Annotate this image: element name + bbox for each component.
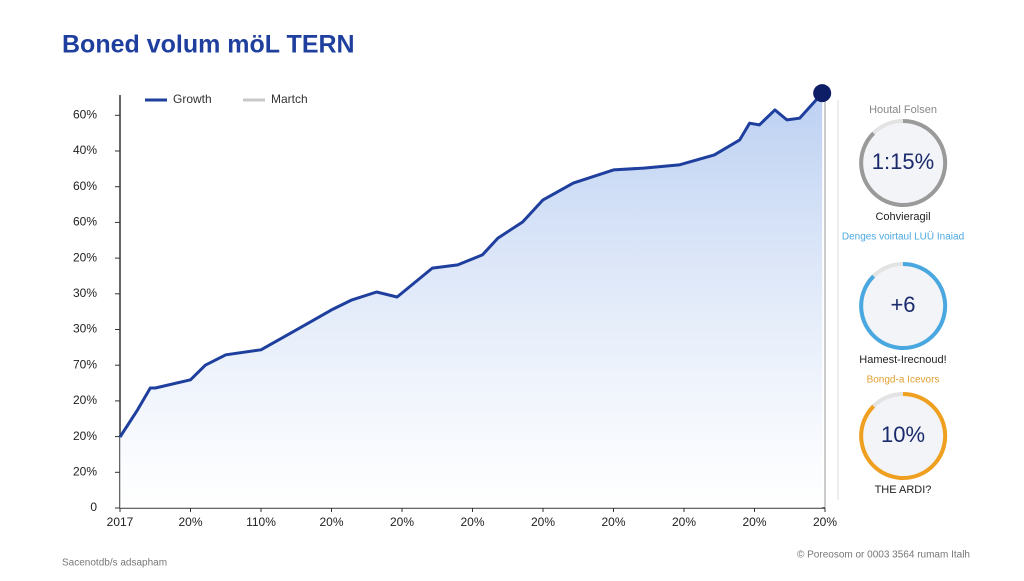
y-tick-label: 20% [73, 250, 97, 264]
y-tick-label: 30% [73, 286, 97, 300]
area-fill [120, 93, 823, 508]
gauge-value: 10% [881, 422, 925, 447]
gauge-value: +6 [890, 292, 915, 317]
gauge-arc [859, 391, 948, 480]
gauge-arc [859, 261, 948, 350]
gauge-subcaption: Bongd-a Icevors [867, 375, 940, 386]
gauge-caption: Hamest-Irecnoud! [859, 354, 946, 366]
x-tick-label: 2017 [107, 515, 134, 529]
footer-left: Sacenotdb/s adsapham [62, 558, 167, 569]
y-tick-label: 30% [73, 322, 97, 336]
footer-right: © Poreosom or 0003 3564 rumam Italh [797, 550, 970, 561]
gauge-caption: THE ARDI? [875, 484, 932, 496]
y-tick-label: 60% [73, 107, 97, 121]
x-tick-label: 20% [813, 515, 837, 529]
gauge-arc [859, 118, 948, 207]
y-tick-label: 20% [73, 464, 97, 478]
x-tick-label: 20% [178, 515, 202, 529]
x-tick-label: 20% [601, 515, 625, 529]
x-tick-label: 20% [672, 515, 696, 529]
legend-label: Martch [271, 92, 308, 106]
y-tick-label: 20% [73, 393, 97, 407]
y-tick-label: 60% [73, 215, 97, 229]
y-tick-label: 40% [73, 143, 97, 157]
y-tick-label: 70% [73, 357, 97, 371]
gauge-value: 1:15% [872, 149, 934, 174]
gauge-subcaption: Denges voirtaul LUÜ Inaiad [842, 231, 964, 243]
y-tick-label: 60% [73, 179, 97, 193]
x-tick-label: 20% [319, 515, 343, 529]
sidebar-heading: Houtal Folsen [869, 104, 937, 116]
chart-title: Boned volum möL TERN [62, 31, 355, 59]
x-tick-label: 20% [742, 515, 766, 529]
x-tick-label: 110% [246, 515, 276, 529]
series-line [118, 92, 824, 438]
legend-label: Growth [173, 92, 212, 106]
y-tick-label: 0 [90, 500, 97, 514]
gauge-caption: Cohvieragil [875, 211, 930, 223]
y-tick-label: 20% [73, 429, 97, 443]
x-tick-label: 20% [460, 515, 484, 529]
x-tick-label: 20% [390, 515, 414, 529]
end-point [813, 84, 832, 103]
x-tick-label: 20% [531, 515, 555, 529]
